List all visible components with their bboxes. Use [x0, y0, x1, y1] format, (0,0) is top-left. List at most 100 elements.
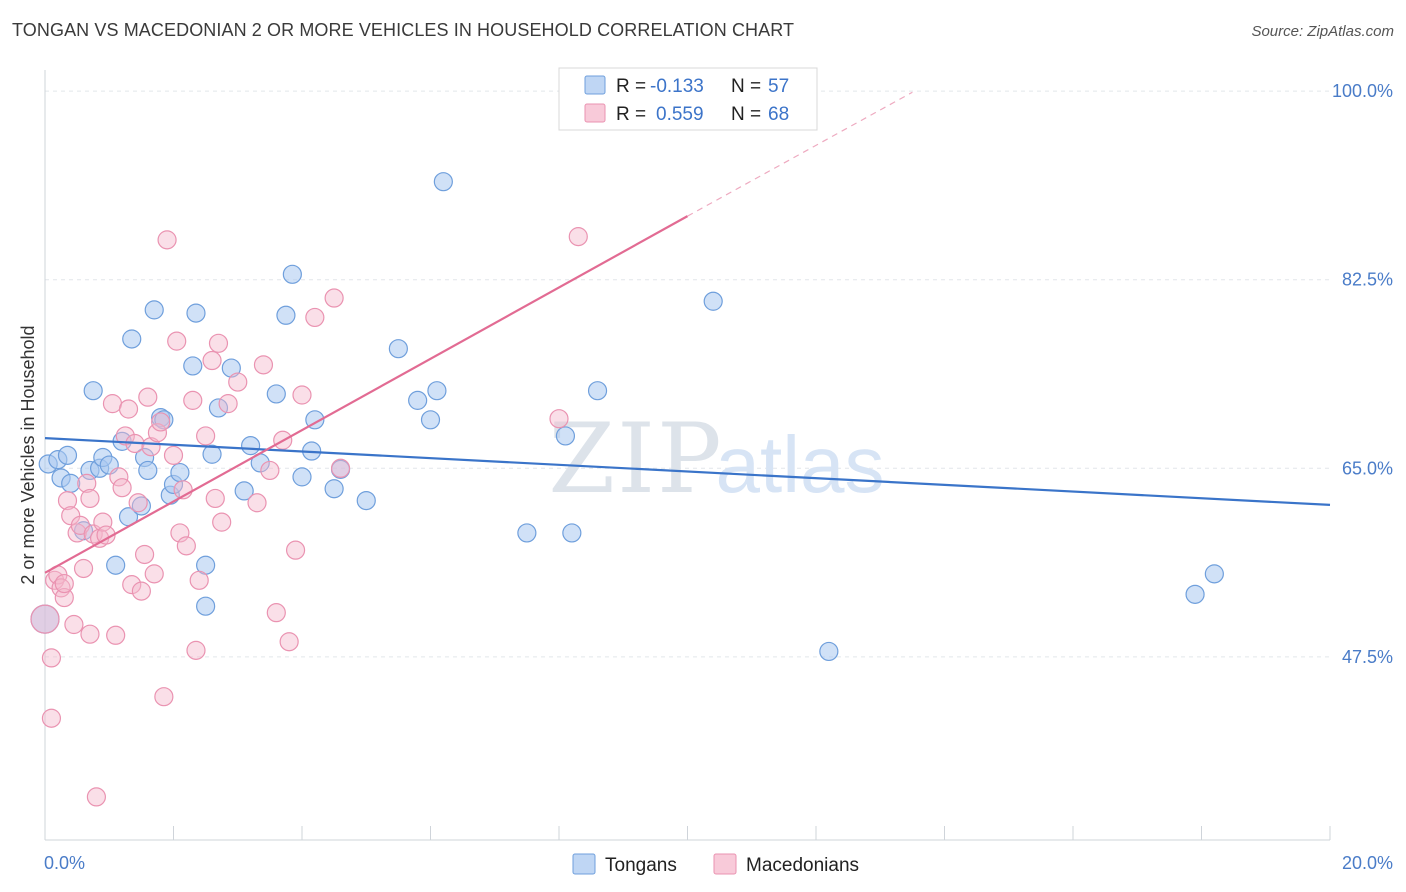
x-tick-label-1: 20.0% — [1342, 853, 1393, 873]
macedonian-point-50 — [205, 488, 225, 509]
tongan-point-36 — [282, 264, 302, 284]
macedonian-point-14 — [77, 473, 97, 493]
macedonians-series-label: Macedonians — [746, 855, 859, 876]
tongans-series-label: Tongans — [605, 855, 677, 876]
macedonian-point-25 — [112, 478, 132, 498]
macedonian-point-45 — [183, 390, 203, 410]
tongan-point-37 — [292, 467, 312, 487]
macedonian-point-62 — [292, 385, 312, 405]
macedonian-point-56 — [253, 355, 274, 375]
tongan-point-14 — [122, 329, 142, 349]
macedonian-point-47 — [189, 570, 209, 590]
macedonian-point-27 — [118, 399, 139, 419]
macedonian-point-10 — [64, 614, 84, 635]
tongans-series-swatch — [572, 853, 596, 875]
macedonian-point-33 — [138, 387, 158, 407]
tongan-point-25 — [186, 303, 206, 323]
source-credit: Source: ZipAtlas.com — [1251, 23, 1394, 40]
watermark: ZIP atlas — [548, 403, 884, 515]
tongan-point-54 — [1185, 584, 1205, 604]
chart-title: TONGAN VS MACEDONIAN 2 OR MORE VEHICLES … — [12, 20, 795, 40]
macedonian-point-44 — [176, 536, 196, 556]
tongan-point-27 — [196, 596, 216, 616]
x-tick-label-0: 0.0% — [44, 853, 85, 873]
tongan-point-49 — [555, 426, 576, 446]
tongans-r-label: R = — [616, 76, 646, 97]
macedonian-point-30 — [128, 493, 148, 513]
macedonian-point-41 — [167, 331, 187, 351]
macedonian-point-46 — [186, 640, 206, 660]
tongan-point-42 — [356, 490, 376, 511]
macedonian-point-53 — [218, 394, 238, 414]
y-tick-label-3: 47.5% — [1342, 647, 1393, 667]
tongan-point-52 — [703, 291, 723, 311]
tongan-point-53 — [819, 641, 839, 662]
macedonian-point-65 — [330, 458, 351, 478]
tongan-point-29 — [208, 398, 229, 418]
tongan-point-4 — [61, 473, 81, 493]
macedonian-point-55 — [247, 493, 267, 513]
macedonian-point-39 — [157, 230, 177, 250]
tongan-point-40 — [324, 479, 344, 499]
y-tick-label-1: 82.5% — [1342, 270, 1393, 290]
macedonian-point-18 — [86, 787, 107, 807]
macedonians-legend-swatch — [584, 103, 606, 123]
macedonian-point-61 — [285, 540, 306, 560]
macedonian-point-38 — [154, 687, 174, 707]
macedonian-point-0 — [30, 604, 60, 634]
macedonians-series-swatch — [713, 853, 737, 875]
macedonian-point-1 — [41, 708, 62, 728]
macedonian-point-28 — [122, 575, 142, 595]
macedonian-point-7 — [54, 573, 74, 594]
tongans-trend-line — [44, 437, 1331, 507]
y-axis-label: 2 or more Vehicles in Household — [18, 325, 38, 584]
macedonian-point-32 — [134, 544, 155, 565]
macedonian-point-60 — [279, 632, 299, 652]
x-tick-labels: 0.0% 20.0% — [44, 853, 1393, 873]
macedonian-point-48 — [196, 426, 216, 446]
tongan-point-23 — [170, 462, 190, 483]
macedonian-point-16 — [80, 624, 100, 644]
tongan-point-45 — [420, 410, 441, 430]
macedonian-point-26 — [115, 426, 135, 446]
macedonian-point-66 — [549, 409, 569, 429]
macedonians-r-value: 0.559 — [656, 104, 704, 125]
tongan-point-7 — [83, 381, 103, 401]
tongan-point-34 — [266, 384, 286, 404]
y-tick-label-0: 100.0% — [1332, 81, 1393, 101]
macedonians-points — [30, 227, 588, 807]
macedonian-point-22 — [102, 394, 123, 414]
macedonian-point-9 — [61, 506, 81, 526]
macedonian-point-49 — [202, 350, 222, 371]
tongan-point-51 — [587, 381, 608, 401]
macedonian-point-64 — [324, 288, 344, 308]
tongan-point-32 — [241, 436, 261, 456]
y-tick-labels: 100.0% 82.5% 65.0% 47.5% — [1332, 81, 1393, 667]
watermark-atlas: atlas — [716, 420, 885, 509]
macedonian-point-57 — [260, 460, 280, 481]
macedonian-point-63 — [305, 307, 325, 328]
tongans-n-label: N = — [731, 76, 761, 97]
macedonian-point-2 — [41, 648, 62, 668]
macedonians-trend-extension — [687, 91, 913, 217]
stats-legend: R = -0.133 N = 57 R = 0.559 N = 68 — [558, 67, 818, 131]
tongans-legend-swatch — [584, 75, 606, 95]
macedonian-point-34 — [141, 437, 161, 457]
tongan-point-28 — [202, 444, 222, 464]
tongan-point-44 — [408, 390, 428, 410]
tongans-r-value: -0.133 — [650, 76, 704, 97]
macedonian-point-40 — [163, 445, 184, 465]
series-legend: Tongans Macedonians — [572, 853, 859, 876]
y-tick-label-2: 65.0% — [1342, 458, 1393, 478]
macedonian-point-6 — [54, 587, 74, 608]
macedonian-point-51 — [208, 333, 229, 353]
macedonian-point-15 — [80, 488, 100, 509]
tongan-point-31 — [234, 481, 254, 501]
tongan-point-48 — [517, 523, 537, 543]
macedonian-point-37 — [151, 412, 171, 432]
tongan-point-55 — [1204, 564, 1224, 584]
macedonians-r-label: R = — [616, 104, 646, 125]
macedonian-point-36 — [147, 423, 168, 443]
tongan-point-47 — [433, 172, 453, 192]
